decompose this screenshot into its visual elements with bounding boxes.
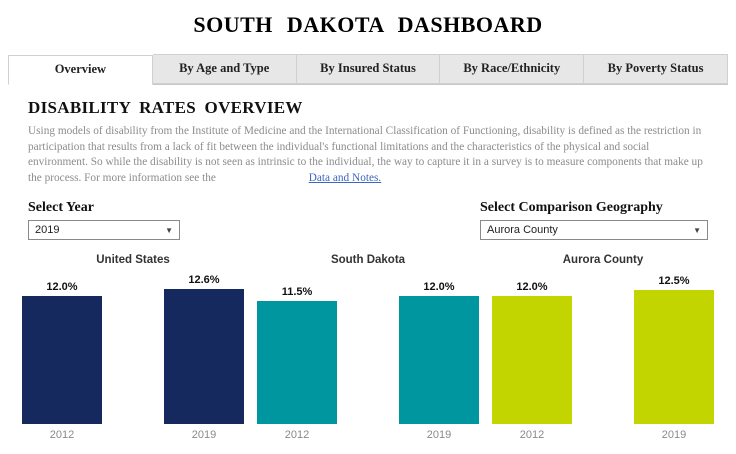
bar-column-2012: 12.0%	[492, 281, 572, 425]
tab-by-poverty-status[interactable]: By Poverty Status	[584, 54, 728, 84]
x-axis: 2012 2019	[22, 429, 244, 441]
bars-area: 12.0% 12.6%	[22, 272, 244, 425]
bar-column-2012: 12.0%	[22, 281, 102, 425]
bar-aurora-2012[interactable]	[492, 296, 572, 425]
bar-us-2012[interactable]	[22, 296, 102, 425]
tab-by-race-ethnicity[interactable]: By Race/Ethnicity	[440, 54, 585, 84]
x-axis: 2012 2019	[257, 429, 479, 441]
chart-title: United States	[96, 254, 170, 267]
data-and-notes-link[interactable]: Data and Notes.	[308, 171, 382, 184]
axis-label-2019: 2019	[661, 429, 687, 442]
bar-column-2012: 11.5%	[257, 286, 337, 425]
year-select-value: 2019	[35, 224, 60, 237]
chart-group-south-dakota: South Dakota 11.5% 12.0% 2012 2019	[257, 254, 479, 441]
geography-filter-label: Select Comparison Geography	[480, 200, 663, 216]
tab-by-age-and-type[interactable]: By Age and Type	[152, 54, 297, 84]
x-axis: 2012 2019	[492, 429, 714, 441]
bar-value-label: 12.0%	[423, 281, 455, 294]
bar-value-label: 12.0%	[46, 281, 78, 294]
bar-sd-2019[interactable]	[399, 296, 479, 425]
axis-label-2019: 2019	[426, 429, 452, 442]
year-filter-label: Select Year	[28, 200, 94, 216]
page-title: SOUTH DAKOTA DASHBOARD	[193, 12, 543, 37]
axis-label-2012: 2012	[519, 429, 545, 442]
geography-select-value: Aurora County	[487, 224, 558, 237]
chart-title: South Dakota	[330, 254, 406, 267]
chevron-down-icon: ▼	[693, 225, 701, 235]
bar-column-2019: 12.6%	[164, 274, 244, 425]
tab-overview[interactable]: Overview	[8, 55, 153, 85]
tab-bar: Overview By Age and Type By Insured Stat…	[8, 54, 728, 85]
chart-group-aurora-county: Aurora County 12.0% 12.5% 2012 2019	[492, 254, 714, 441]
bar-value-label: 12.5%	[658, 275, 690, 288]
bar-value-label: 11.5%	[281, 286, 313, 299]
axis-label-2019: 2019	[191, 429, 217, 442]
bar-value-label: 12.0%	[516, 281, 548, 294]
axis-label-2012: 2012	[284, 429, 310, 442]
bar-charts: United States 12.0% 12.6% 2012 2019 Sout…	[22, 254, 714, 441]
bar-aurora-2019[interactable]	[634, 290, 714, 425]
bar-column-2019: 12.5%	[634, 275, 714, 425]
chart-title: Aurora County	[562, 254, 644, 267]
geography-filter: Select Comparison Geography Aurora Count…	[480, 200, 708, 241]
description-text: Using models of disability from the Inst…	[28, 124, 712, 186]
section-heading: DISABILITY RATES OVERVIEW	[28, 98, 303, 117]
chevron-down-icon: ▼	[165, 225, 173, 235]
geography-select[interactable]: Aurora County ▼	[480, 220, 708, 241]
bar-column-2019: 12.0%	[399, 281, 479, 425]
axis-label-2012: 2012	[49, 429, 75, 442]
tab-by-insured-status[interactable]: By Insured Status	[296, 54, 441, 84]
bar-us-2019[interactable]	[164, 289, 244, 425]
filters-row: Select Year 2019 ▼ Select Comparison Geo…	[28, 200, 708, 241]
description-body: Using models of disability from the Inst…	[28, 125, 703, 184]
bar-sd-2012[interactable]	[257, 301, 337, 425]
bars-area: 12.0% 12.5%	[492, 272, 714, 425]
year-select[interactable]: 2019 ▼	[28, 220, 180, 241]
chart-group-united-states: United States 12.0% 12.6% 2012 2019	[22, 254, 244, 441]
bars-area: 11.5% 12.0%	[257, 272, 479, 425]
bar-value-label: 12.6%	[188, 274, 220, 287]
year-filter: Select Year 2019 ▼	[28, 200, 180, 241]
